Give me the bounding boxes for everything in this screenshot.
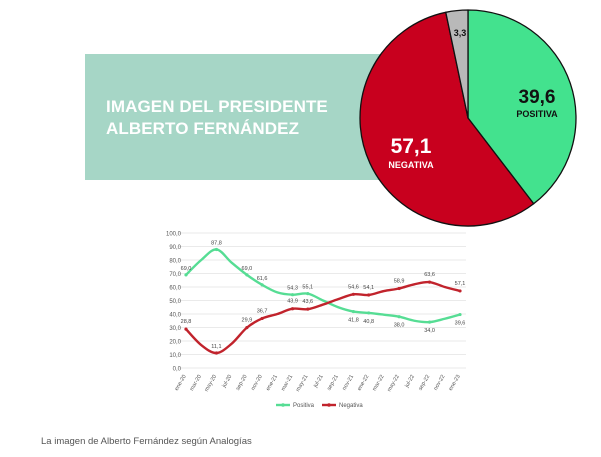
data-label: 54,1 xyxy=(363,285,374,291)
series-positiva-point xyxy=(245,273,249,277)
y-tick-label: 30,0 xyxy=(169,326,181,332)
series-positiva-point xyxy=(184,273,188,277)
series-positiva-point xyxy=(306,292,310,296)
series-positiva-point xyxy=(367,311,371,315)
x-tick-label: jul-20 xyxy=(221,374,233,390)
pie-label-positiva-text: POSITIVA xyxy=(516,109,558,119)
data-label: 54,6 xyxy=(348,284,359,290)
title-banner xyxy=(85,54,385,180)
series-positiva-point xyxy=(214,247,219,252)
series-positiva-point xyxy=(290,293,295,297)
x-tick-label: nov-20 xyxy=(250,374,264,392)
x-tick-label: jul-22 xyxy=(404,374,416,390)
series-negativa-line xyxy=(184,280,462,355)
x-tick-label: ene-22 xyxy=(357,374,371,392)
series-positiva-point xyxy=(351,309,356,314)
data-label: 87,8 xyxy=(211,240,222,246)
x-tick-label: mar-22 xyxy=(372,374,386,392)
y-tick-label: 50,0 xyxy=(169,299,181,305)
data-label: 38,0 xyxy=(394,323,405,329)
series-negativa-point xyxy=(458,289,462,293)
y-tick-label: 90,0 xyxy=(169,245,181,251)
data-label: 57,1 xyxy=(455,281,466,287)
x-tick-label: sep-22 xyxy=(418,374,432,392)
data-label: 58,9 xyxy=(394,278,405,284)
data-label: 69,0 xyxy=(181,266,192,272)
slice-other xyxy=(445,9,469,119)
x-tick-label: may-20 xyxy=(204,374,218,393)
x-tick-label: jul-21 xyxy=(312,374,324,390)
series-negativa-point xyxy=(260,316,264,321)
x-tick-label: nov-22 xyxy=(433,374,447,392)
data-label: 28,8 xyxy=(181,319,192,325)
x-tick-label: mar-20 xyxy=(189,374,203,392)
series-negativa-point xyxy=(351,292,356,296)
data-label: 55,1 xyxy=(302,285,313,291)
x-tick-label: may-21 xyxy=(295,374,309,393)
pie-label-other-value: 3,3 xyxy=(454,28,467,38)
pie-label-positiva-value: 39,6 xyxy=(519,87,556,108)
series-positiva-point xyxy=(260,283,264,287)
y-tick-label: 100,0 xyxy=(166,232,182,238)
banner-title-line2: ALBERTO FERNÁNDEZ xyxy=(106,119,300,138)
y-tick-label: 10,0 xyxy=(169,353,181,359)
y-tick-label: 70,0 xyxy=(169,272,181,278)
legend-label-negativa: Negativa xyxy=(339,403,363,409)
series-positiva-point xyxy=(458,312,462,317)
data-label: 11,1 xyxy=(211,344,221,350)
x-tick-label: may-22 xyxy=(386,374,400,393)
x-tick-label: mar-21 xyxy=(280,374,294,392)
series-positiva-point xyxy=(427,320,432,324)
banner-title-line1: IMAGEN DEL PRESIDENTE xyxy=(106,97,328,116)
series-negativa-point xyxy=(184,327,188,331)
data-label: 39,6 xyxy=(455,321,466,327)
data-label: 54,3 xyxy=(287,286,298,292)
data-label: 61,6 xyxy=(257,276,268,282)
series-negativa-point xyxy=(306,307,310,311)
data-label: 29,9 xyxy=(242,318,253,324)
data-label: 41,8 xyxy=(348,318,359,324)
y-tick-label: 0,0 xyxy=(173,367,182,373)
y-tick-label: 60,0 xyxy=(169,286,181,292)
series-positiva-point xyxy=(397,315,401,319)
x-tick-label: ene-23 xyxy=(448,374,462,392)
x-tick-label: sep-21 xyxy=(326,374,340,392)
series-negativa-point xyxy=(245,326,249,330)
data-label: 43,6 xyxy=(302,299,313,305)
image-caption: La imagen de Alberto Fernández según Ana… xyxy=(41,436,252,447)
data-label: 40,8 xyxy=(363,319,374,325)
legend-marker xyxy=(281,403,285,407)
x-tick-label: sep-20 xyxy=(235,374,249,392)
series-negativa-point xyxy=(397,286,401,291)
y-tick-label: 40,0 xyxy=(169,313,181,319)
x-tick-label: nov-21 xyxy=(342,374,356,392)
legend-label-positiva: Positiva xyxy=(293,403,315,409)
series-positiva-line xyxy=(184,248,462,324)
x-tick-label: ene-21 xyxy=(265,374,279,392)
y-tick-label: 20,0 xyxy=(169,340,181,346)
legend-marker xyxy=(327,403,331,407)
pie-label-negativa-text: NEGATIVA xyxy=(388,160,434,170)
x-tick-label: ene-20 xyxy=(174,374,188,392)
data-label: 36,7 xyxy=(257,308,268,314)
data-label: 34,0 xyxy=(424,328,435,334)
data-label: 43,9 xyxy=(287,299,298,305)
pie-label-negativa-value: 57,1 xyxy=(391,135,432,158)
data-label: 63,6 xyxy=(424,272,435,278)
series-negativa-point xyxy=(367,293,371,297)
series-negativa-point xyxy=(427,280,432,284)
y-tick-label: 80,0 xyxy=(169,259,181,265)
series-negativa-point xyxy=(214,351,219,355)
slice-positiva xyxy=(467,9,577,205)
slice-negativa xyxy=(359,11,535,227)
data-label: 69,0 xyxy=(242,266,253,272)
series-negativa-point xyxy=(290,307,295,311)
